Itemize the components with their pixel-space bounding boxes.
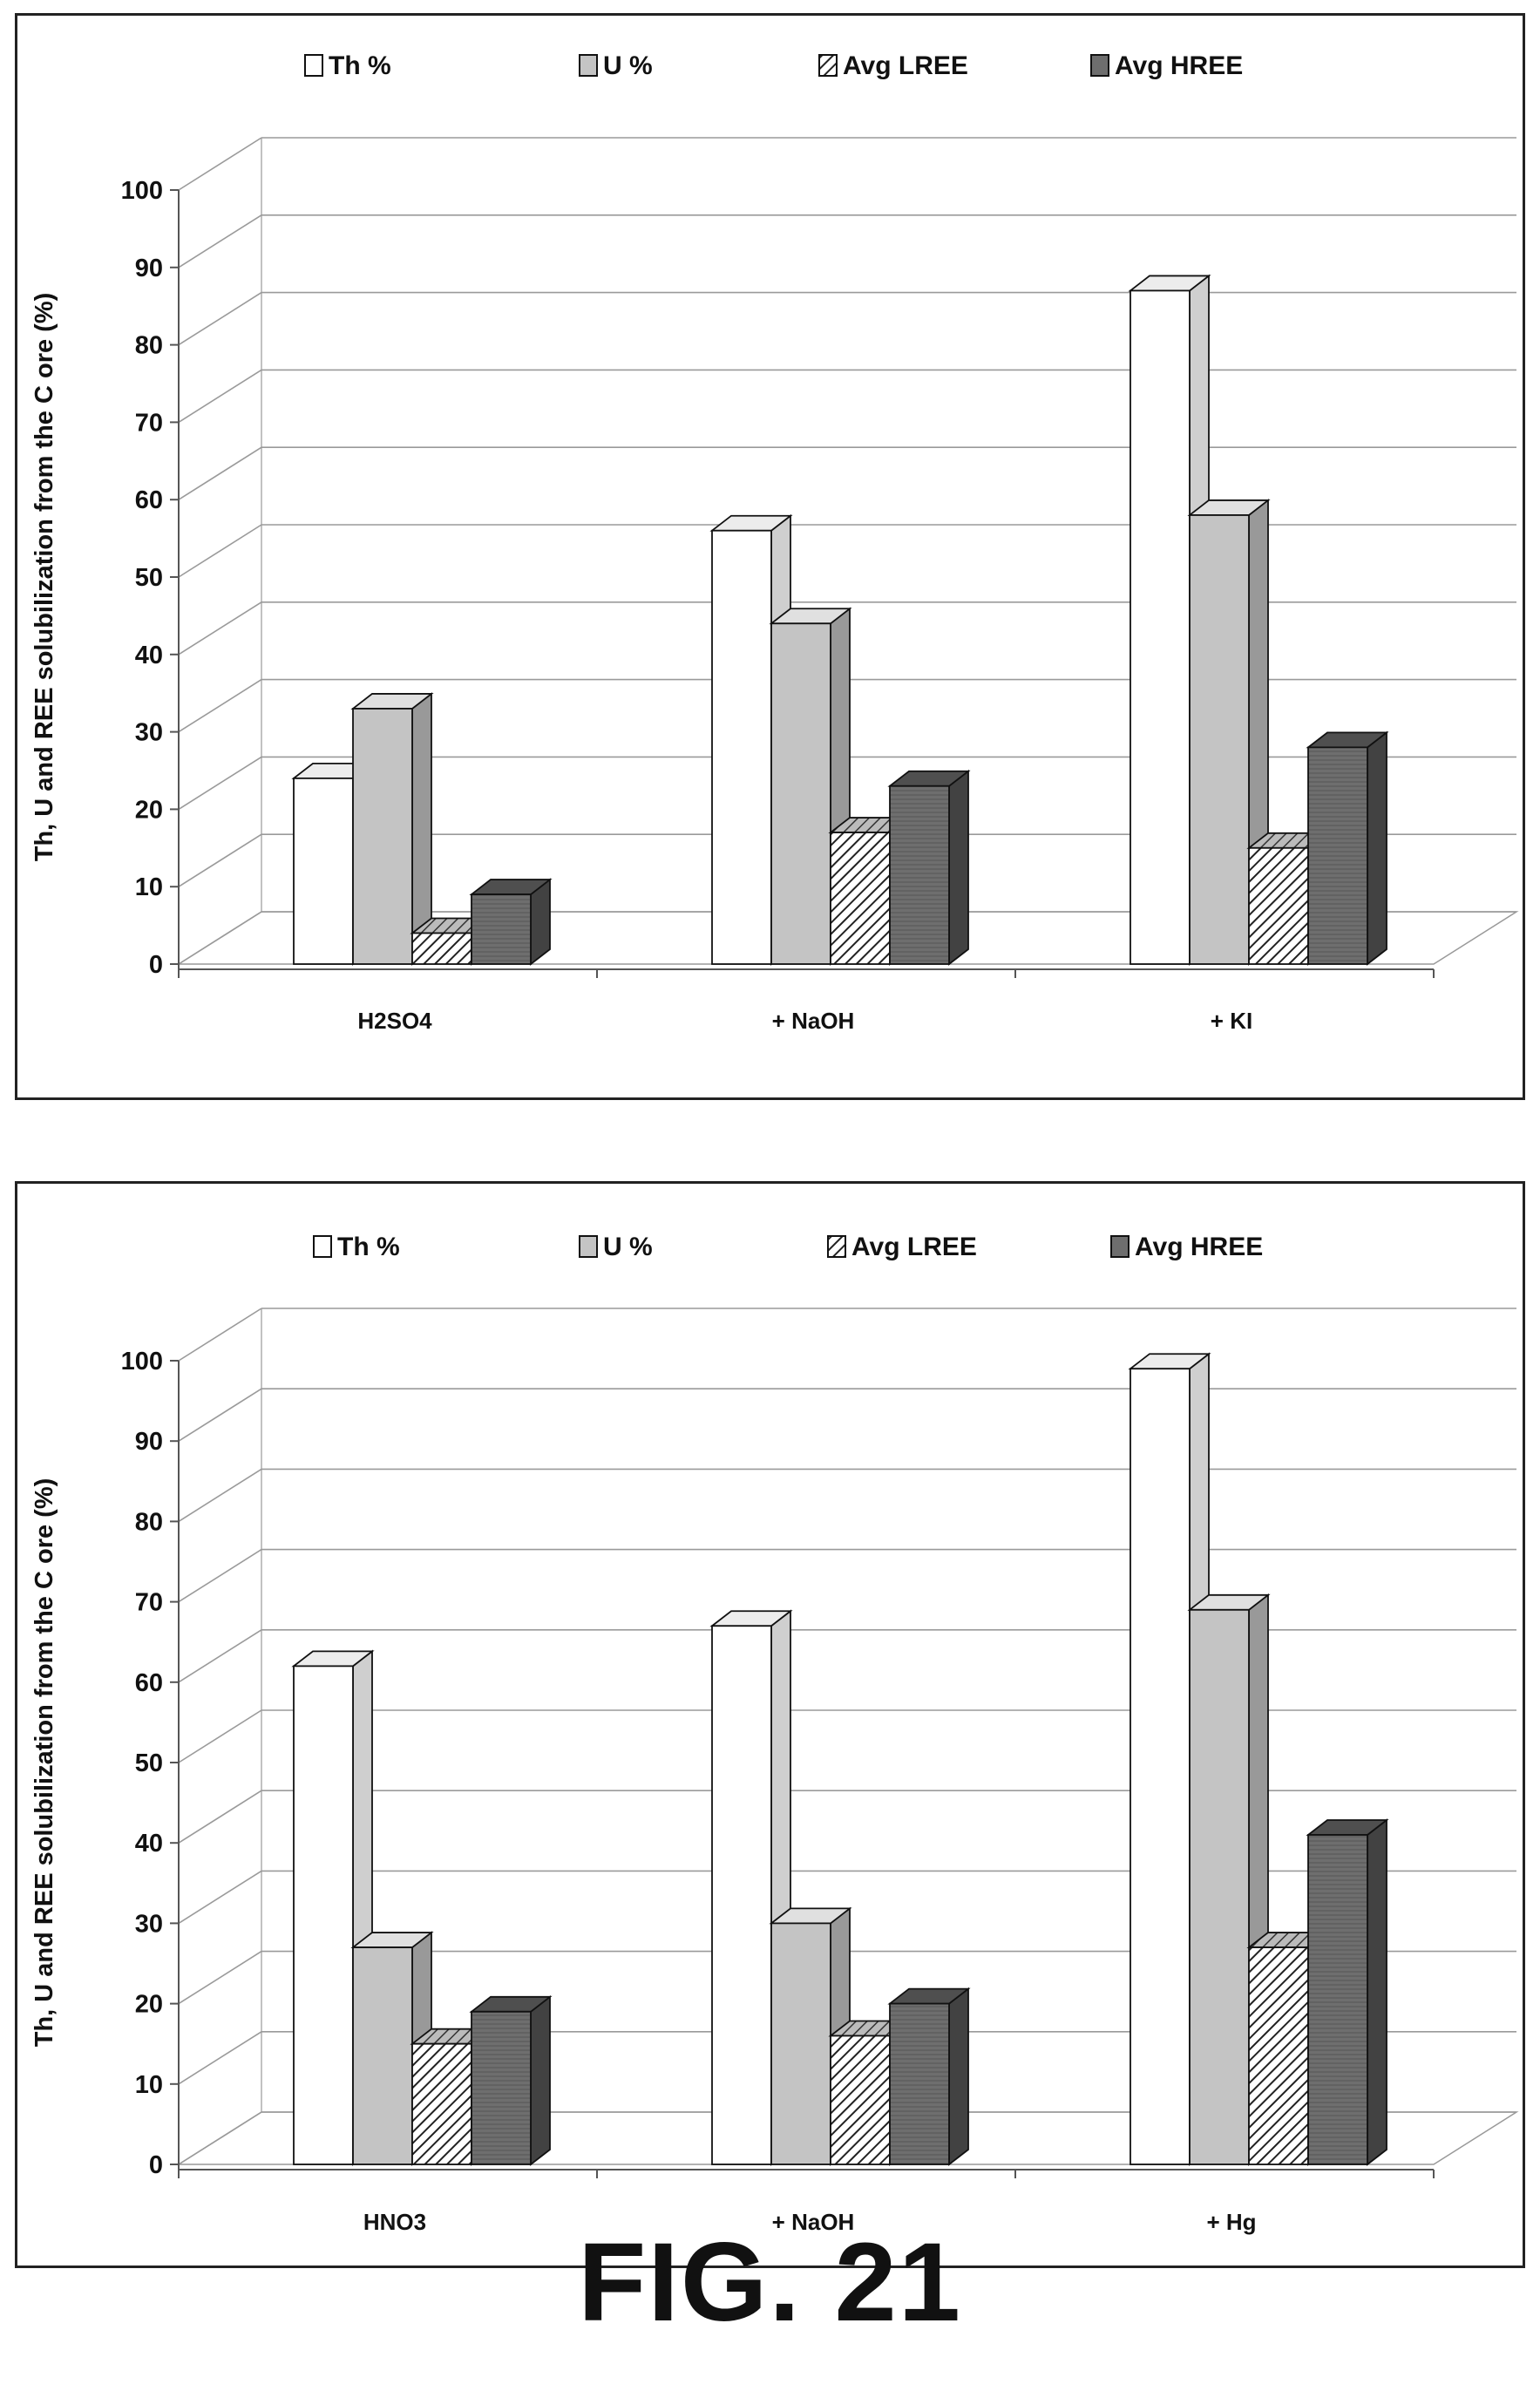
- y-tick-label: 70: [135, 1589, 163, 1617]
- legend-swatch: [827, 1235, 846, 1258]
- y-tick-label: 50: [135, 1749, 163, 1777]
- y-tick-label: 40: [135, 642, 163, 669]
- y-tick-label: 0: [149, 2151, 163, 2179]
- x-category-label: + KI: [1211, 1008, 1252, 1034]
- y-tick-label: 10: [135, 2071, 163, 2099]
- y-tick-label: 70: [135, 409, 163, 437]
- chart-2: 0 10 20 30 40 50 60 70 80 90 100 Th, U and REE solu…: [31, 1233, 1519, 2235]
- legend-swatch: [1110, 1235, 1130, 1258]
- x-category-label: + NaOH: [772, 2209, 855, 2235]
- y-tick-label: 10: [135, 873, 163, 901]
- bar-u--2: [1187, 1593, 1271, 2166]
- legend-swatch: [579, 54, 598, 77]
- legend-label: Avg LREE: [851, 1233, 977, 1261]
- legend-swatch: [304, 54, 323, 77]
- chart-panel-2: 0 10 20 30 40 50 60 70 80 90 100 Th, U and REE solu…: [15, 1181, 1525, 2268]
- y-tick-label: 50: [135, 564, 163, 592]
- bar-avg-hree-2: [1306, 1818, 1389, 2166]
- y-tick-label: 90: [135, 1428, 163, 1456]
- y-tick-label: 100: [121, 1348, 163, 1376]
- bar-avg-hree-0: [469, 1994, 553, 2166]
- chart-1: 0 10 20 30 40 50 60 70 80 90 100 Th, U and REE solu…: [31, 51, 1519, 1034]
- legend-label: Avg HREE: [1115, 51, 1243, 80]
- bar-avg-hree-0: [469, 878, 553, 966]
- legend-item: Th %: [313, 1233, 400, 1261]
- y-tick-label: 80: [135, 1508, 163, 1536]
- legend-item: U %: [579, 51, 653, 80]
- x-category-label: + Hg: [1206, 2209, 1256, 2235]
- y-axis-label: Th, U and REE solubilization from the C …: [31, 293, 58, 862]
- legend-item: Avg LREE: [818, 51, 968, 80]
- y-tick-label: 30: [135, 719, 163, 747]
- legend-item: Avg LREE: [827, 1233, 977, 1261]
- bar-th--2: [1128, 1352, 1211, 2166]
- y-axis-label: Th, U and REE solubilization from the C …: [31, 1478, 58, 2048]
- legend-label: Th %: [337, 1233, 400, 1261]
- legend-label: U %: [603, 1233, 653, 1261]
- legend-label: U %: [603, 51, 653, 80]
- x-category-label: HNO3: [363, 2209, 426, 2235]
- bar-u--0: [350, 692, 434, 966]
- x-category-label: H2SO4: [357, 1008, 432, 1034]
- y-tick-label: 90: [135, 255, 163, 282]
- y-tick-label: 20: [135, 1991, 163, 2019]
- legend-item: Avg HREE: [1110, 1233, 1263, 1261]
- y-tick-label: 0: [149, 951, 163, 979]
- bar-avg-lree-1: [828, 2019, 912, 2166]
- legend-swatch: [579, 1235, 598, 1258]
- y-tick-label: 20: [135, 796, 163, 824]
- bar-avg-hree-1: [887, 1987, 971, 2166]
- bar-avg-hree-1: [887, 769, 971, 966]
- y-tick-label: 40: [135, 1830, 163, 1858]
- legend-swatch: [818, 54, 838, 77]
- y-tick-label: 80: [135, 332, 163, 360]
- legend-swatch: [1090, 54, 1109, 77]
- legend-item: U %: [579, 1233, 653, 1261]
- bar-avg-hree-2: [1306, 730, 1389, 966]
- y-tick-label: 30: [135, 1910, 163, 1938]
- figure-label: FIG. 21: [578, 2220, 962, 2345]
- legend-label: Avg LREE: [843, 51, 968, 80]
- legend-item: Th %: [304, 51, 391, 80]
- legend-item: Avg HREE: [1090, 51, 1243, 80]
- chart-panel-1: 0 10 20 30 40 50 60 70 80 90 100 Th, U and REE solu…: [15, 13, 1525, 1100]
- legend-label: Th %: [329, 51, 391, 80]
- legend-swatch: [313, 1235, 332, 1258]
- y-tick-label: 60: [135, 486, 163, 514]
- y-tick-label: 60: [135, 1669, 163, 1697]
- y-tick-label: 100: [121, 177, 163, 205]
- x-category-label: + NaOH: [772, 1008, 855, 1034]
- legend-label: Avg HREE: [1135, 1233, 1263, 1261]
